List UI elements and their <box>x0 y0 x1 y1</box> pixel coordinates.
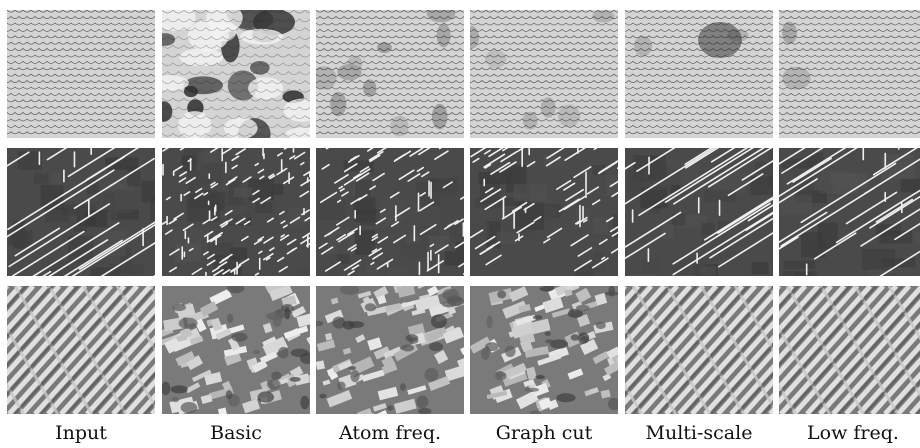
texture-svg-weave-4 <box>625 286 773 414</box>
texture-svg-lines-0 <box>7 148 155 276</box>
texture-svg-weave-0 <box>7 286 155 414</box>
texture-svg-scales-2 <box>316 10 464 138</box>
texture-svg-scales-1 <box>162 10 310 138</box>
texture-image-scales-5 <box>779 10 920 138</box>
texture-svg-lines-2 <box>316 148 464 276</box>
column-caption: Graph cut <box>495 422 593 444</box>
texture-svg-lines-5 <box>779 148 920 276</box>
column-caption: Input <box>55 422 107 444</box>
texture-image-lines-2 <box>316 148 464 276</box>
texture-svg-weave-5 <box>779 286 920 414</box>
column-caption: Multi-scale <box>645 422 753 444</box>
texture-image-weave-1 <box>162 286 310 414</box>
texture-svg-scales-5 <box>779 10 920 138</box>
texture-image-scales-0 <box>7 10 155 138</box>
texture-svg-lines-1 <box>162 148 310 276</box>
texture-svg-scales-4 <box>625 10 773 138</box>
texture-svg-scales-0 <box>7 10 155 138</box>
texture-image-lines-3 <box>470 148 618 276</box>
texture-image-weave-0 <box>7 286 155 414</box>
texture-image-lines-1 <box>162 148 310 276</box>
texture-image-scales-4 <box>625 10 773 138</box>
column-caption: Basic <box>210 422 262 444</box>
texture-image-lines-4 <box>625 148 773 276</box>
texture-svg-scales-3 <box>470 10 618 138</box>
texture-image-weave-4 <box>625 286 773 414</box>
texture-svg-lines-3 <box>470 148 618 276</box>
column-caption: Atom freq. <box>338 422 442 444</box>
texture-image-lines-0 <box>7 148 155 276</box>
texture-svg-weave-3 <box>470 286 618 414</box>
texture-svg-lines-4 <box>625 148 773 276</box>
texture-image-lines-5 <box>779 148 920 276</box>
texture-image-scales-3 <box>470 10 618 138</box>
texture-svg-weave-2 <box>316 286 464 414</box>
texture-image-weave-5 <box>779 286 920 414</box>
texture-image-scales-1 <box>162 10 310 138</box>
texture-image-weave-3 <box>470 286 618 414</box>
texture-image-weave-2 <box>316 286 464 414</box>
texture-svg-weave-1 <box>162 286 310 414</box>
texture-image-scales-2 <box>316 10 464 138</box>
column-caption: Low freq. <box>807 422 899 444</box>
